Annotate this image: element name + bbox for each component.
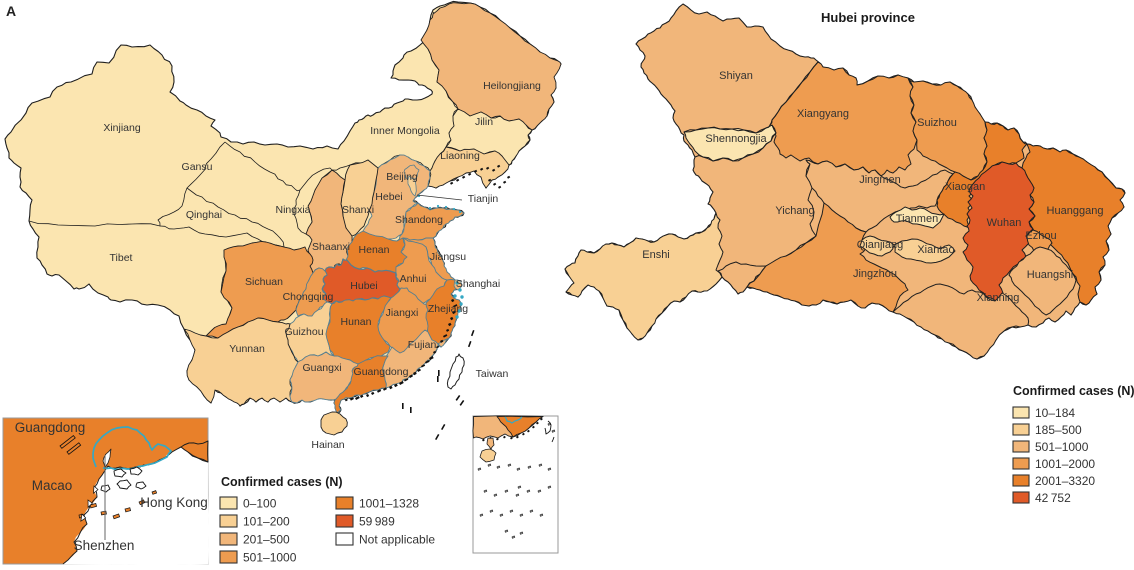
svg-text:Gansu: Gansu bbox=[182, 161, 213, 173]
svg-text:Guangxi: Guangxi bbox=[302, 362, 341, 374]
svg-text:Fujian: Fujian bbox=[408, 339, 437, 351]
svg-text:Shanxi: Shanxi bbox=[342, 204, 374, 216]
svg-text:Henan: Henan bbox=[359, 244, 390, 256]
svg-text:Jiangxi: Jiangxi bbox=[386, 307, 419, 319]
svg-text:Shandong: Shandong bbox=[395, 214, 443, 226]
svg-text:Chongqing: Chongqing bbox=[283, 291, 334, 303]
svg-text:42 752: 42 752 bbox=[1035, 491, 1071, 505]
svg-text:501–1000: 501–1000 bbox=[1035, 440, 1089, 454]
svg-text:Tibet: Tibet bbox=[110, 252, 133, 264]
svg-text:Liaoning: Liaoning bbox=[440, 150, 480, 162]
svg-text:Shiyan: Shiyan bbox=[719, 70, 753, 82]
svg-text:Tianjin: Tianjin bbox=[468, 193, 499, 205]
svg-text:10–184: 10–184 bbox=[1035, 406, 1075, 420]
svg-text:Guangdong: Guangdong bbox=[354, 366, 409, 378]
svg-text:Qianjiang: Qianjiang bbox=[857, 239, 903, 251]
svg-text:Sichuan: Sichuan bbox=[245, 276, 283, 288]
svg-text:Shanghai: Shanghai bbox=[456, 278, 500, 290]
svg-text:Hubei: Hubei bbox=[350, 280, 377, 292]
svg-text:Xiaogan: Xiaogan bbox=[945, 181, 985, 193]
svg-text:Qinghai: Qinghai bbox=[186, 209, 222, 221]
svg-text:Hunan: Hunan bbox=[341, 316, 372, 328]
svg-text:Jingmen: Jingmen bbox=[859, 174, 901, 186]
svg-text:Inner Mongolia: Inner Mongolia bbox=[370, 125, 440, 137]
svg-text:Xiantao: Xiantao bbox=[917, 244, 954, 256]
svg-text:A: A bbox=[6, 3, 16, 19]
svg-text:Taiwan: Taiwan bbox=[476, 368, 509, 380]
svg-text:Jiangsu: Jiangsu bbox=[430, 251, 466, 263]
svg-text:0–100: 0–100 bbox=[243, 497, 277, 511]
svg-text:Beijing: Beijing bbox=[386, 171, 418, 183]
svg-text:Shennongjia: Shennongjia bbox=[705, 133, 767, 145]
svg-text:Suizhou: Suizhou bbox=[917, 117, 957, 129]
svg-text:Huangshi: Huangshi bbox=[1027, 269, 1073, 281]
svg-text:Hong Kong: Hong Kong bbox=[140, 495, 208, 510]
svg-text:Xianning: Xianning bbox=[977, 292, 1020, 304]
svg-text:Yunnan: Yunnan bbox=[229, 343, 265, 355]
svg-text:Confirmed cases (N): Confirmed cases (N) bbox=[221, 475, 343, 489]
svg-text:501–1000: 501–1000 bbox=[243, 551, 297, 565]
svg-text:Yichang: Yichang bbox=[775, 205, 814, 217]
svg-text:Hubei province: Hubei province bbox=[821, 10, 915, 25]
svg-text:Jilin: Jilin bbox=[475, 116, 493, 128]
svg-text:Enshi: Enshi bbox=[642, 249, 670, 261]
svg-text:59 989: 59 989 bbox=[359, 515, 395, 529]
svg-text:101–200: 101–200 bbox=[243, 515, 290, 529]
svg-text:1001–1328: 1001–1328 bbox=[359, 497, 419, 511]
svg-text:Tianmen: Tianmen bbox=[896, 213, 938, 225]
svg-text:Shaanxi: Shaanxi bbox=[312, 241, 350, 253]
svg-text:185–500: 185–500 bbox=[1035, 423, 1082, 437]
svg-text:Zhejiang: Zhejiang bbox=[428, 303, 468, 315]
svg-text:Shenzhen: Shenzhen bbox=[74, 538, 135, 553]
svg-text:Heilongjiang: Heilongjiang bbox=[483, 80, 541, 92]
svg-text:Guangdong: Guangdong bbox=[15, 420, 86, 435]
svg-text:Ezhou: Ezhou bbox=[1025, 230, 1056, 242]
svg-text:Macao: Macao bbox=[32, 478, 73, 493]
svg-text:Xinjiang: Xinjiang bbox=[103, 122, 141, 134]
svg-text:Ningxia: Ningxia bbox=[275, 204, 310, 216]
svg-text:Jingzhou: Jingzhou bbox=[853, 268, 897, 280]
svg-text:Hebei: Hebei bbox=[375, 191, 402, 203]
svg-text:Hainan: Hainan bbox=[311, 439, 344, 451]
svg-text:Xiangyang: Xiangyang bbox=[797, 108, 849, 120]
svg-text:Huanggang: Huanggang bbox=[1047, 205, 1104, 217]
svg-text:Not applicable: Not applicable bbox=[359, 533, 435, 547]
svg-text:Anhui: Anhui bbox=[400, 273, 427, 285]
svg-text:2001–3320: 2001–3320 bbox=[1035, 474, 1095, 488]
svg-text:201–500: 201–500 bbox=[243, 533, 290, 547]
svg-text:Wuhan: Wuhan bbox=[987, 217, 1022, 229]
svg-text:1001–2000: 1001–2000 bbox=[1035, 457, 1095, 471]
svg-text:Confirmed cases (N): Confirmed cases (N) bbox=[1013, 384, 1134, 398]
svg-text:Guizhou: Guizhou bbox=[284, 326, 323, 338]
